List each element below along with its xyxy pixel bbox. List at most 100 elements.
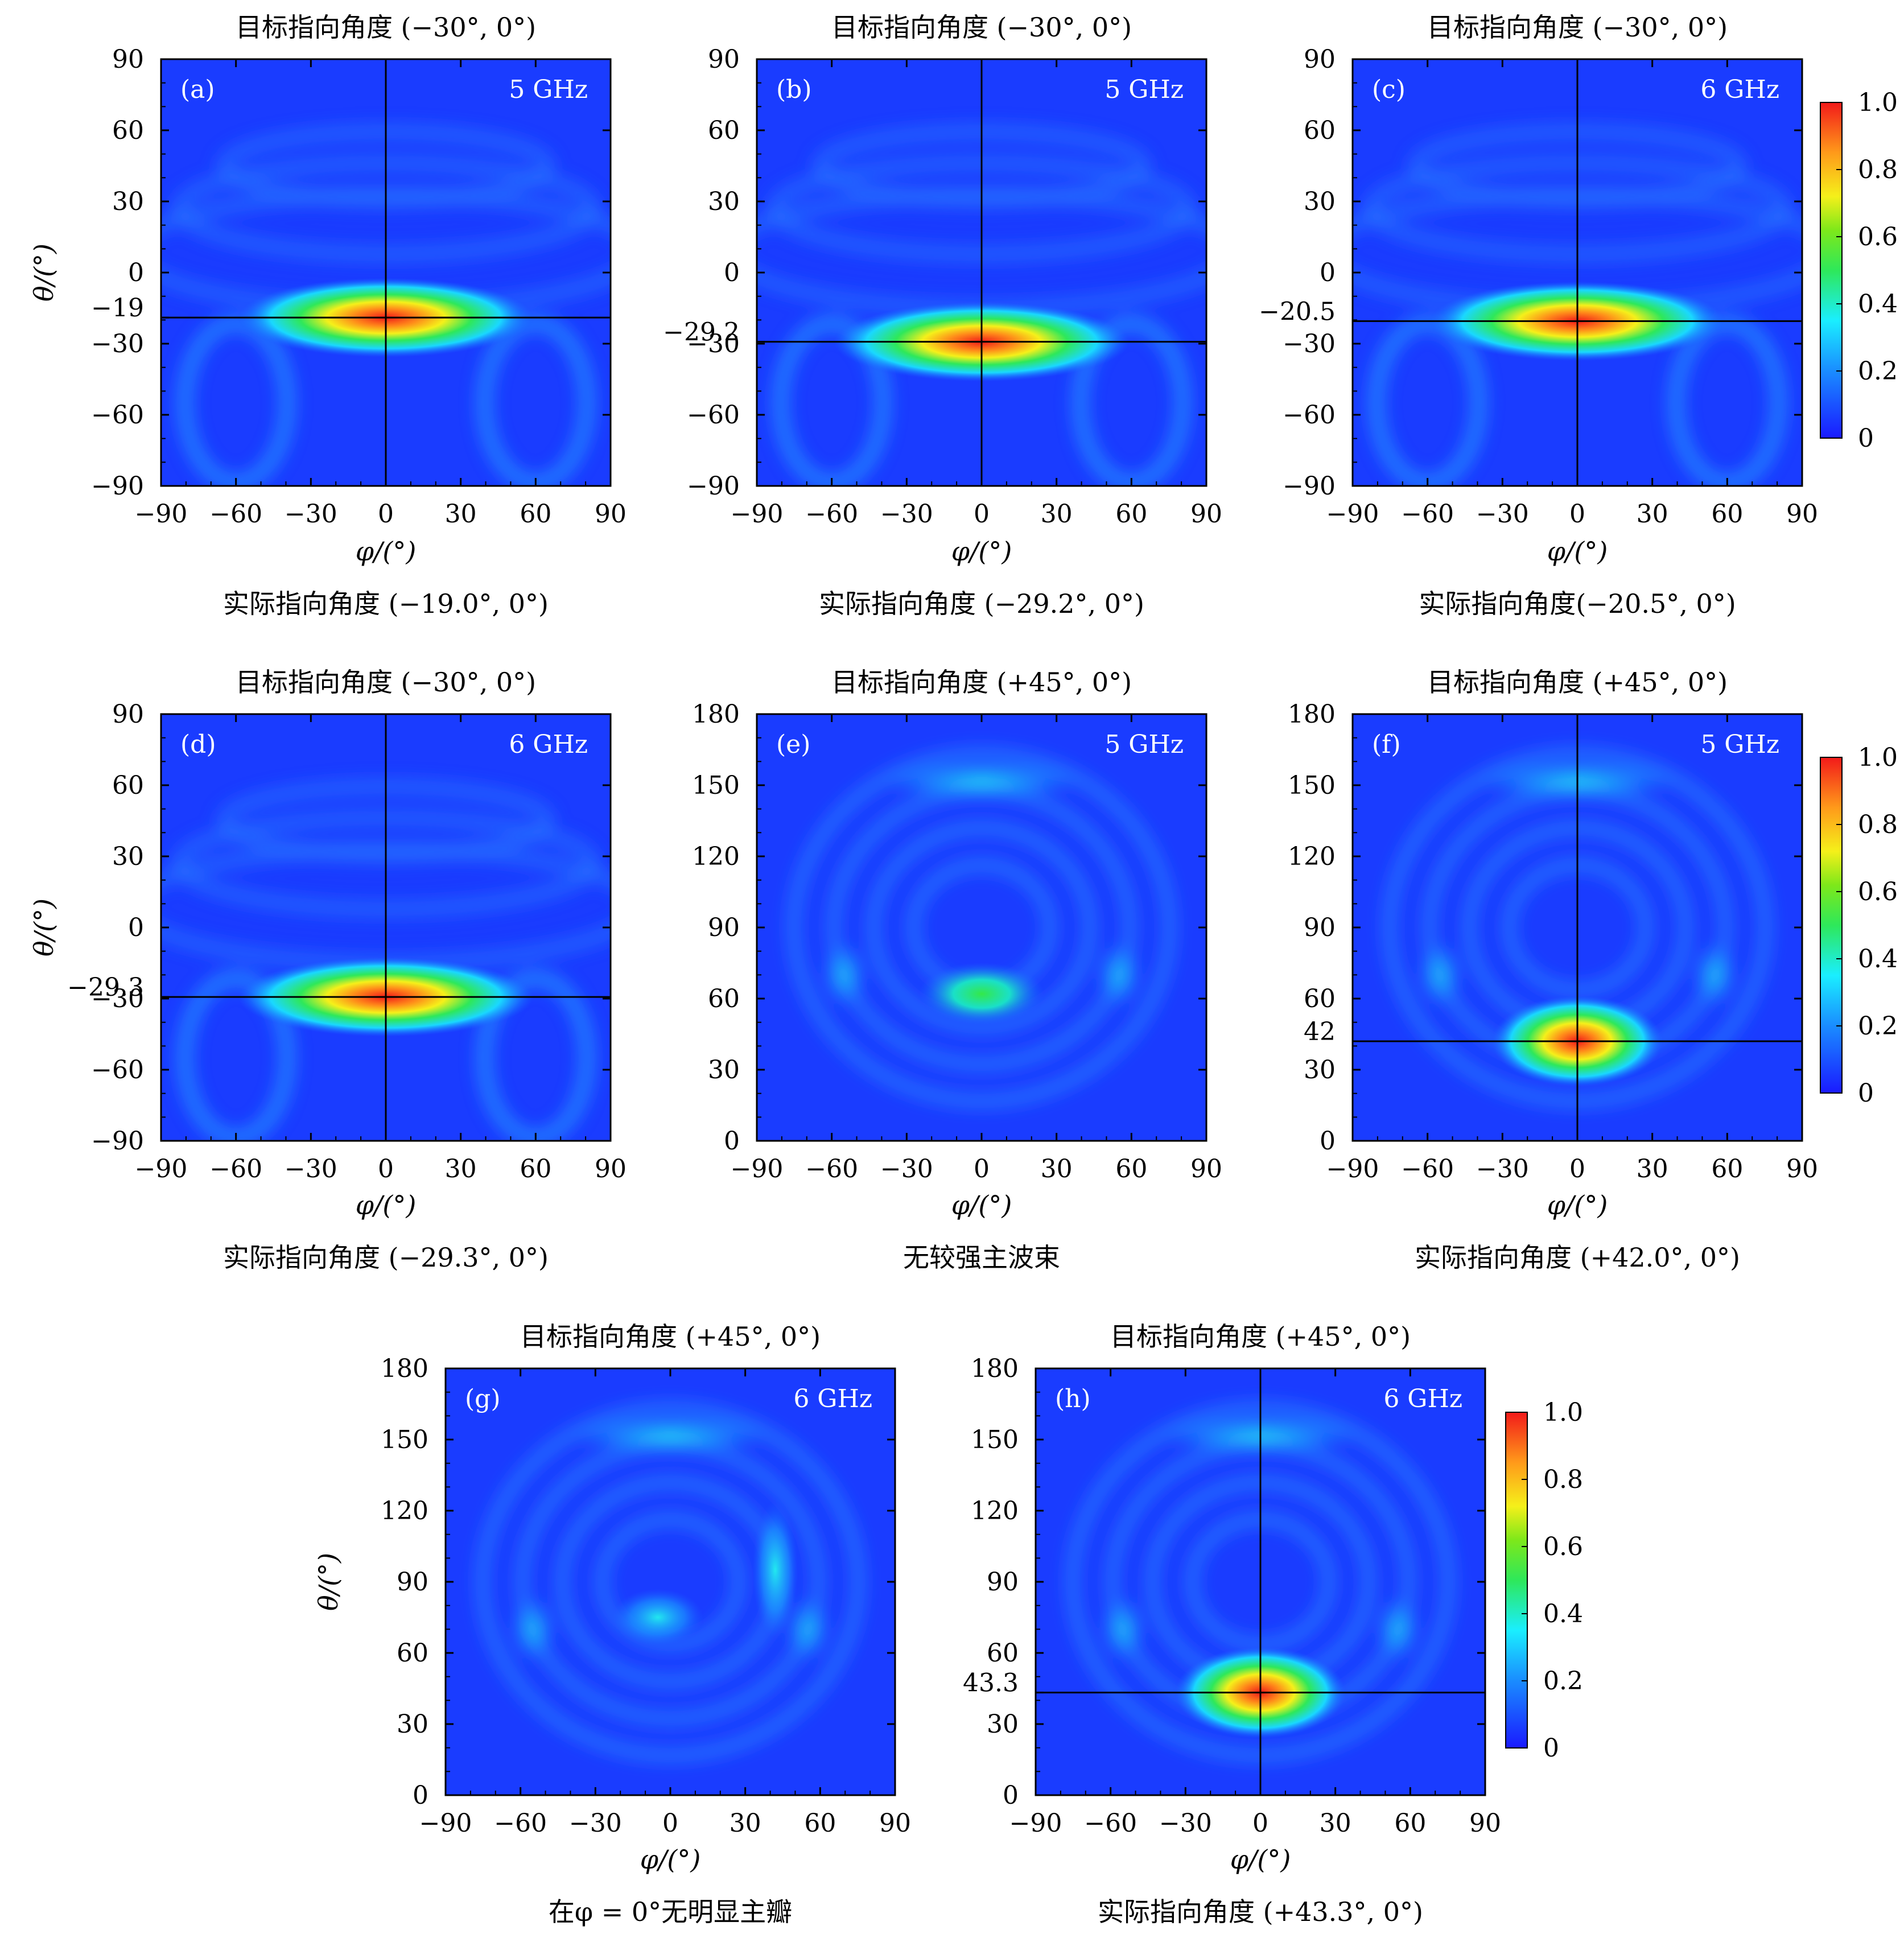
x-tick-label: −90 <box>419 1809 472 1838</box>
y-tick-label: 90 <box>397 1568 428 1597</box>
colorbar-tick-label: 1.0 <box>1543 1398 1583 1427</box>
y-tick-label: 60 <box>1304 984 1336 1013</box>
panel-title: 目标指向角度 (−30°, 0°) <box>831 12 1132 43</box>
panel-title: 目标指向角度 (+45°, 0°) <box>520 1321 821 1352</box>
y-tick-label: 0 <box>724 258 740 287</box>
panel-title: 目标指向角度 (+45°, 0°) <box>831 667 1132 698</box>
x-tick-label: −60 <box>209 500 262 529</box>
panel-caption: 在φ = 0°无明显主瓣 <box>549 1896 792 1927</box>
x-tick-label: 0 <box>974 500 990 529</box>
x-tick-label: 90 <box>1190 500 1222 529</box>
x-tick-label: −30 <box>569 1809 622 1838</box>
x-tick-label: 60 <box>520 1154 551 1184</box>
x-tick-label: 60 <box>1711 500 1743 529</box>
y-tick-label: 90 <box>112 45 144 74</box>
y-tick-label: 180 <box>381 1354 428 1383</box>
x-tick-label: −90 <box>1009 1809 1062 1838</box>
x-tick-label: 90 <box>1190 1154 1222 1184</box>
marker-tick-label: −19 <box>91 294 144 323</box>
x-tick-label: −90 <box>135 500 188 529</box>
x-tick-label: −30 <box>880 1154 933 1184</box>
main-lobe-weak <box>919 962 1044 1025</box>
marker-tick-label: 43.3 <box>963 1669 1019 1698</box>
x-tick-label: 60 <box>804 1809 836 1838</box>
y-tick-label: 30 <box>112 842 144 871</box>
x-tick-label: 90 <box>879 1809 911 1838</box>
y-tick-label: 60 <box>708 984 740 1013</box>
x-tick-label: 30 <box>1041 500 1073 529</box>
y-tick-label: 90 <box>1304 45 1336 74</box>
panel-g: (g) 6 GHz 目标指向角度 (+45°, 0°) 在φ = 0°无明显主瓣 −90… <box>313 1321 911 1927</box>
panel-label: (e) <box>776 730 810 759</box>
y-tick-label: 0 <box>1320 1127 1336 1156</box>
y-tick-label: 180 <box>692 700 740 729</box>
side-lobe-right <box>1096 941 1142 1009</box>
x-tick-label: −30 <box>1159 1809 1212 1838</box>
heatmap-lobes <box>786 747 1177 1108</box>
y-tick-label: 60 <box>397 1639 428 1668</box>
y-tick-label: 30 <box>112 187 144 216</box>
x-tick-label: 0 <box>974 1154 990 1184</box>
panel-caption: 实际指向角度 (+42.0°, 0°) <box>1415 1242 1740 1273</box>
x-axis-label: φ/(°) <box>951 536 1012 567</box>
frequency-label: 5 GHz <box>1700 730 1779 759</box>
y-tick-label: −90 <box>91 472 144 501</box>
sidelobe-ring <box>866 820 1097 1034</box>
marker-tick-label: −29.3 <box>67 973 144 1002</box>
x-tick-label: 0 <box>378 500 394 529</box>
x-tick-label: −30 <box>1476 500 1529 529</box>
y-tick-label: 90 <box>1304 913 1336 942</box>
y-tick-label: −60 <box>91 1055 144 1085</box>
sidelobe-ring <box>475 1401 866 1763</box>
y-tick-label: 0 <box>128 913 144 942</box>
x-tick-label: 60 <box>1394 1809 1426 1838</box>
x-tick-label: 30 <box>1637 500 1668 529</box>
x-tick-label: 30 <box>445 500 477 529</box>
side-arc-strong <box>752 1502 798 1639</box>
panel-e: (e) 5 GHz 目标指向角度 (+45°, 0°) 无较强主波束 −90 −60 −30… <box>692 667 1222 1273</box>
marker-tick-label: −20.5 <box>1259 297 1336 326</box>
panel-label: (g) <box>465 1384 501 1413</box>
x-tick-label: −30 <box>1476 1154 1529 1184</box>
y-tick-label: 30 <box>708 187 740 216</box>
y-tick-label: −60 <box>91 401 144 430</box>
marker-tick-label: 42 <box>1304 1017 1336 1046</box>
x-tick-label: −60 <box>494 1809 547 1838</box>
panel-caption: 实际指向角度 (+43.3°, 0°) <box>1098 1896 1423 1927</box>
y-tick-label: 150 <box>692 771 740 800</box>
y-tick-label: −90 <box>1283 472 1336 501</box>
y-tick-label: 120 <box>971 1496 1019 1525</box>
panel-label: (d) <box>180 730 216 759</box>
y-tick-label: 30 <box>987 1710 1019 1739</box>
x-tick-label: 90 <box>595 500 627 529</box>
colorbar-tick-label: 0.6 <box>1858 877 1898 906</box>
panel-label: (b) <box>776 75 812 104</box>
frequency-label: 5 GHz <box>1105 75 1184 104</box>
colorbar-tick-label: 0.6 <box>1858 222 1898 251</box>
x-tick-label: 30 <box>1320 1809 1351 1838</box>
x-tick-label: −30 <box>285 500 337 529</box>
colorbar-row2: 0 0.2 0.4 0.6 0.8 1.0 <box>1820 743 1898 1108</box>
main-lobe-weak <box>612 1589 704 1646</box>
x-tick-label: −90 <box>1326 500 1379 529</box>
colorbar-tick-label: 0.8 <box>1858 810 1898 839</box>
y-tick-label: 0 <box>724 1127 740 1156</box>
x-axis-label: φ/(°) <box>1230 1844 1291 1875</box>
x-tick-label: 60 <box>1711 1154 1743 1184</box>
y-tick-label: 120 <box>381 1496 428 1525</box>
x-tick-label: 90 <box>1786 500 1818 529</box>
x-tick-label: 30 <box>1637 1154 1668 1184</box>
panel-f: (f) 5 GHz 目标指向角度 (+45°, 0°) 实际指向角度 (+42.0°,… <box>1288 667 1818 1273</box>
panel-caption: 实际指向角度 (−29.3°, 0°) <box>223 1242 549 1273</box>
panel-label: (f) <box>1372 730 1401 759</box>
panel-caption: 无较强主波束 <box>903 1242 1060 1273</box>
x-axis-label: φ/(°) <box>1547 1190 1608 1220</box>
y-tick-label: 180 <box>971 1354 1019 1383</box>
y-tick-label: −60 <box>1283 401 1336 430</box>
y-tick-label: 0 <box>1003 1781 1019 1810</box>
panel-caption: 实际指向角度 (−19.0°, 0°) <box>223 588 549 619</box>
x-tick-label: −30 <box>880 500 933 529</box>
upper-lobe <box>873 762 1090 799</box>
y-tick-label: 60 <box>1304 116 1336 145</box>
y-tick-label: 30 <box>1304 1055 1336 1085</box>
